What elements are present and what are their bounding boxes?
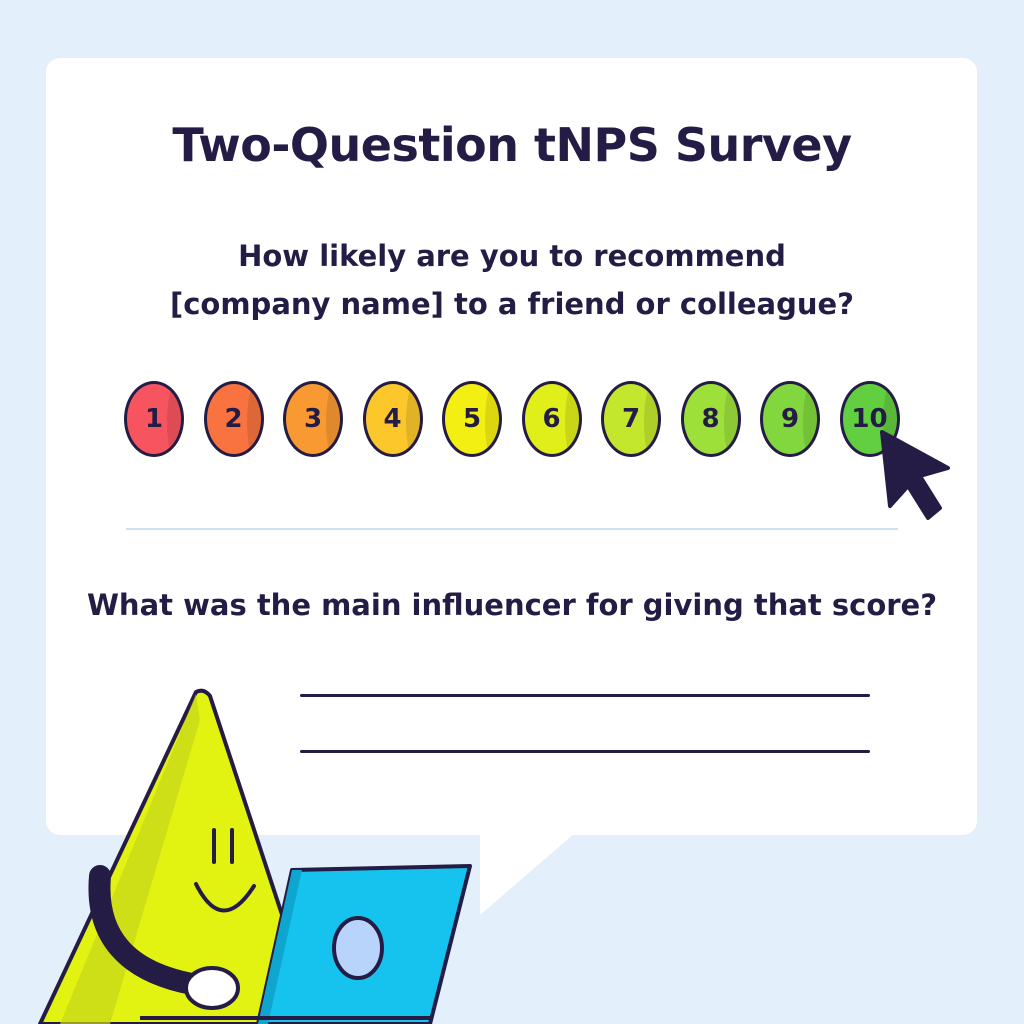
laptop-illustration — [140, 864, 472, 1024]
rating-option-shade — [644, 384, 658, 454]
rating-option-label: 8 — [701, 404, 720, 434]
rating-option-label: 6 — [542, 404, 561, 434]
rating-option-9[interactable]: 9 — [760, 381, 820, 457]
rating-option-shade — [167, 384, 181, 454]
answer-line-2[interactable] — [300, 750, 870, 753]
rating-option-3[interactable]: 3 — [283, 381, 343, 457]
rating-option-shade — [405, 384, 420, 454]
rating-option-shade — [803, 384, 817, 454]
rating-option-label: 3 — [303, 404, 323, 434]
speech-bubble-tail — [480, 820, 590, 915]
question-1-line-2: [company name] to a friend or colleague? — [169, 287, 855, 321]
rating-option-label: 2 — [224, 404, 243, 434]
rating-option-2[interactable]: 2 — [203, 381, 264, 457]
rating-option-shade — [326, 384, 340, 454]
rating-option-label: 9 — [780, 404, 800, 434]
rating-option-label: 10 — [851, 404, 888, 434]
rating-option-4[interactable]: 4 — [362, 381, 423, 457]
rating-option-shade — [723, 384, 738, 454]
rating-option-6[interactable]: 6 — [521, 381, 582, 457]
character-with-laptop-illustration — [38, 688, 472, 1024]
rating-option-5[interactable]: 5 — [442, 381, 502, 457]
rating-option-label: 4 — [383, 404, 402, 434]
mouse-pointer-icon — [880, 430, 950, 520]
question-1: How likely are you to recommend [company… — [0, 232, 1024, 328]
rating-option-1[interactable]: 1 — [124, 381, 184, 457]
rating-option-shade — [485, 384, 499, 454]
rating-option-shade — [246, 384, 261, 454]
rating-option-7[interactable]: 7 — [601, 381, 661, 457]
question-1-line-1: How likely are you to recommend — [238, 239, 786, 273]
rating-option-label: 7 — [621, 404, 641, 434]
rating-option-label: 5 — [462, 404, 482, 434]
divider — [126, 528, 898, 530]
rating-option-shade — [564, 384, 579, 454]
question-2: What was the main influencer for giving … — [86, 588, 938, 622]
answer-line-1[interactable] — [300, 694, 870, 697]
rating-option-8[interactable]: 8 — [680, 381, 741, 457]
rating-option-label: 1 — [144, 404, 164, 434]
survey-title: Two-Question tNPS Survey — [172, 118, 852, 172]
rating-scale: 1 2 3 4 5 6 7 8 9 10 — [124, 381, 904, 461]
